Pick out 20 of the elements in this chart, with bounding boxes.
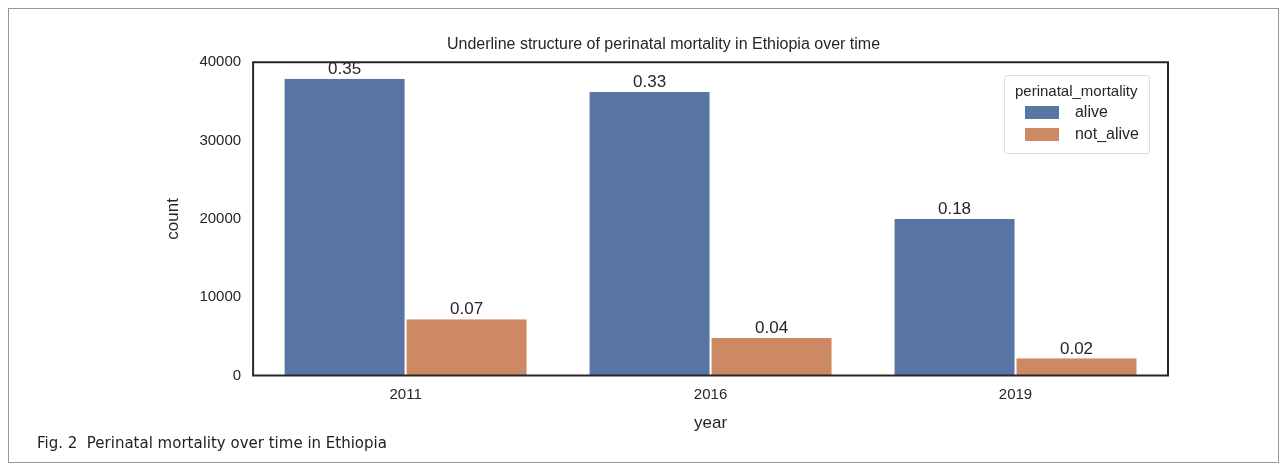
- y-axis-title: count: [162, 197, 182, 240]
- y-tick-label: 10000: [199, 287, 242, 305]
- legend-label: alive: [1074, 103, 1108, 121]
- x-tick-label: 2011: [389, 384, 422, 402]
- annotation: 0.18: [937, 199, 972, 219]
- x-axis-title: year: [694, 413, 728, 433]
- y-tick-label: 40000: [199, 52, 242, 70]
- y-tick-label: 30000: [199, 130, 242, 148]
- annotation: 0.07: [450, 299, 484, 319]
- y-tick-label: 0: [232, 365, 242, 383]
- annotation: 0.33: [633, 72, 667, 92]
- legend-title: perinatal_mortality: [1014, 82, 1139, 99]
- y-tick-label: 20000: [199, 209, 242, 227]
- annotation: 0.04: [755, 318, 789, 338]
- caption: Fig. 2 Perinatal mortality over time in Ethiopia: [36, 434, 388, 454]
- x-tick-label: 2019: [998, 384, 1033, 402]
- annotation: 0.02: [1059, 338, 1094, 358]
- chart-title: Underline structure of perinatal mortality in Ethiopia over time: [446, 35, 881, 53]
- x-tick-label: 2016: [693, 384, 728, 402]
- legend-label: not_alive: [1074, 125, 1139, 143]
